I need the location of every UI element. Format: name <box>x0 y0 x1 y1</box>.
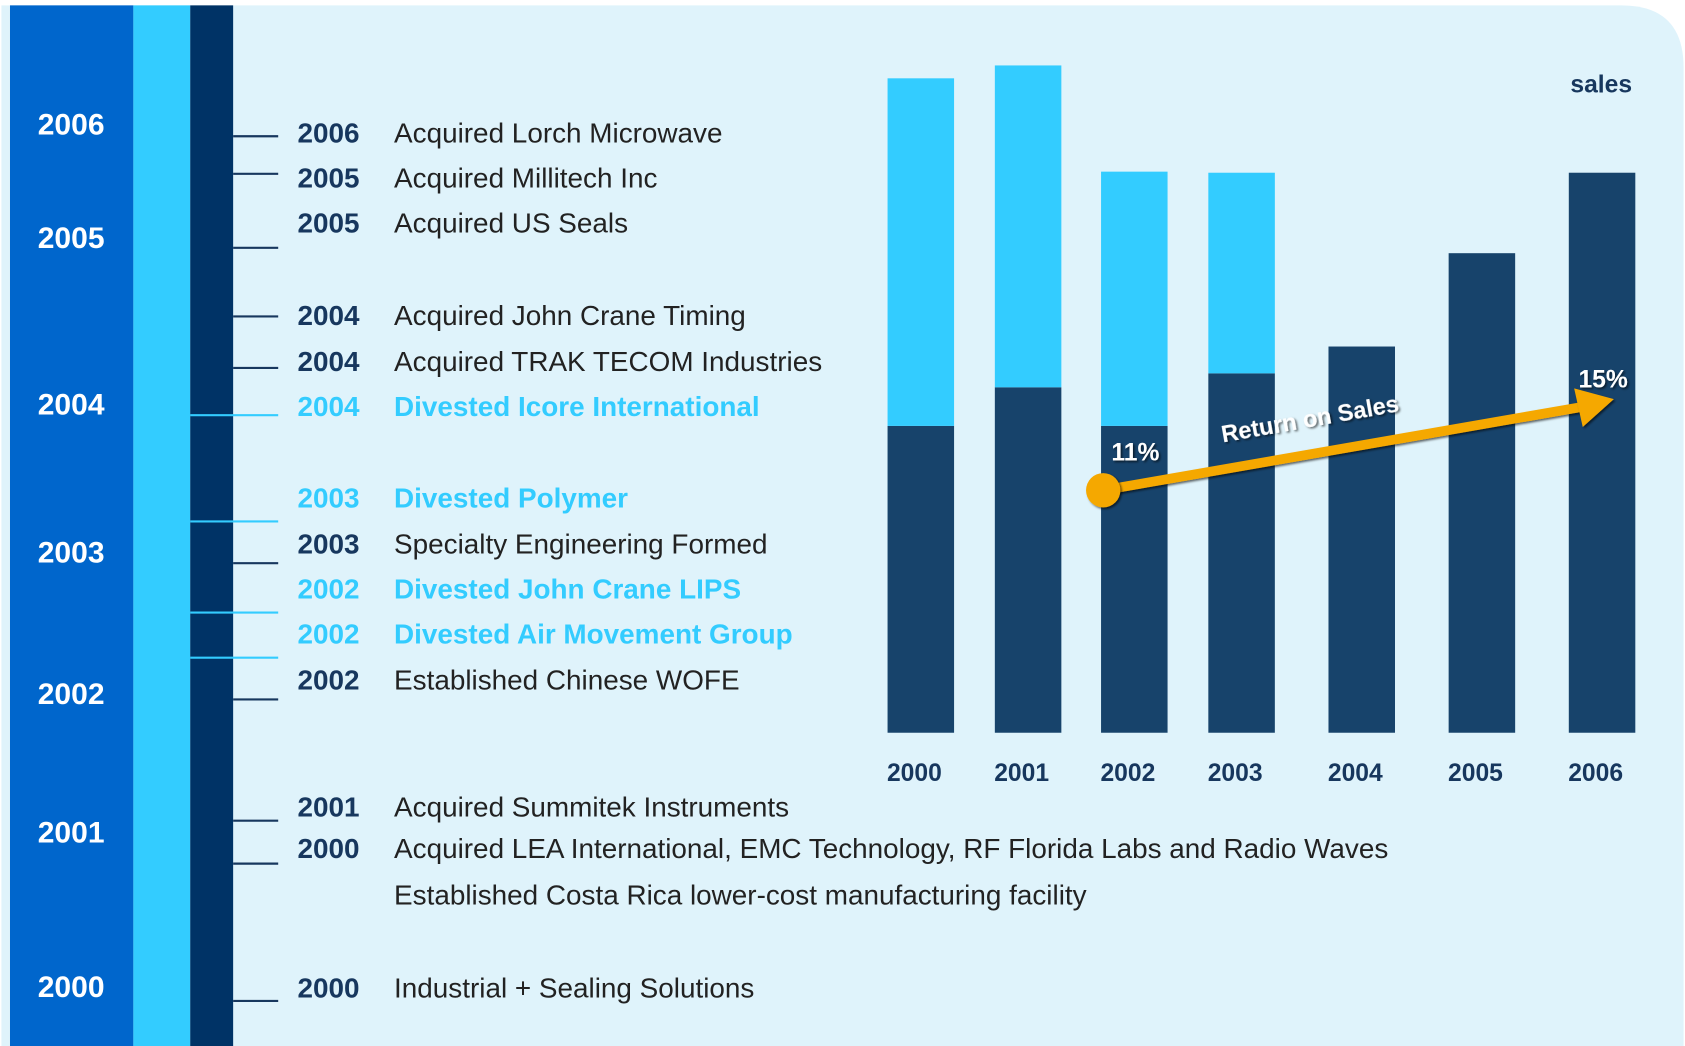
sales-label: sales <box>1570 71 1632 98</box>
event-year: 2005 <box>298 208 360 239</box>
year-column <box>9 5 134 1046</box>
x-tick-label: 2000 <box>887 760 942 787</box>
event-year: 2002 <box>298 665 360 696</box>
event-year: 2001 <box>298 791 360 822</box>
bar-segment <box>994 387 1062 733</box>
event-year: 2004 <box>298 346 361 377</box>
x-tick-label: 2001 <box>994 760 1049 787</box>
timeline-year: 2004 <box>38 389 105 422</box>
x-tick-label: 2005 <box>1448 760 1503 787</box>
event-text: Industrial + Sealing Solutions <box>394 973 754 1004</box>
bar-segment <box>1208 373 1275 733</box>
bar-segment <box>1328 346 1396 733</box>
event-text: Divested Air Movement Group <box>394 619 793 650</box>
event-text: Divested Polymer <box>394 482 628 513</box>
event-text: Acquired TRAK TECOM Industries <box>394 346 822 377</box>
trend-arrow <box>1102 401 1585 496</box>
timeline-year: 2006 <box>38 109 105 142</box>
timeline-year: 2000 <box>38 971 105 1004</box>
end-label: 15% <box>1578 366 1627 393</box>
event-year: 2004 <box>298 300 361 331</box>
event-text: Acquired US Seals <box>394 208 628 239</box>
event-year: 2002 <box>298 619 360 650</box>
navy-stripe <box>190 5 234 1046</box>
event-text: Divested Icore International <box>394 391 760 422</box>
bar-segment <box>887 425 955 733</box>
start-label: 11% <box>1111 439 1159 466</box>
event-text: Acquired Summitek Instruments <box>394 791 789 822</box>
x-tick-label: 2003 <box>1208 760 1263 787</box>
x-tick-label: 2006 <box>1568 760 1623 787</box>
bar-segment <box>1101 425 1168 733</box>
event-year: 2003 <box>298 482 360 513</box>
event-text: Acquired Millitech Inc <box>394 163 657 194</box>
event-year: 2002 <box>298 573 360 604</box>
x-tick-label: 2002 <box>1100 760 1155 787</box>
event-text: Established Chinese WOFE <box>394 665 739 696</box>
event-text: Established Costa Rica lower-cost manufa… <box>394 879 1087 910</box>
timeline-year: 2003 <box>38 537 105 570</box>
event-text: Acquired John Crane Timing <box>394 300 746 331</box>
bar-segment <box>1208 172 1275 374</box>
event-year: 2005 <box>298 163 360 194</box>
event-text: Specialty Engineering Formed <box>394 528 767 559</box>
x-tick-label: 2004 <box>1328 760 1383 787</box>
event-year: 2006 <box>298 118 360 149</box>
bar-segment <box>887 78 955 426</box>
bar-segment <box>994 65 1062 388</box>
bar-segment <box>1101 171 1168 426</box>
event-text: Acquired LEA International, EMC Technolo… <box>394 833 1388 864</box>
timeline-year: 2002 <box>38 678 105 711</box>
cyan-stripe <box>133 5 191 1046</box>
arrow-start <box>1086 473 1121 508</box>
arrow-head <box>1574 388 1614 427</box>
bar-segment <box>1448 253 1516 733</box>
event-year: 2003 <box>298 528 360 559</box>
event-year: 2004 <box>298 391 361 422</box>
timeline: 2006 2005 2004 2003 2002 2001 2000 2006 Acquired… <box>38 109 1389 1005</box>
event-text: Divested John Crane LIPS <box>394 573 741 604</box>
bar-segment <box>1568 172 1636 733</box>
timeline-year: 2001 <box>38 817 105 850</box>
event-text: Acquired Lorch Microwave <box>394 118 722 149</box>
chart: 2000 2001 2002 2003 2004 2005 2006salesReturn … <box>887 65 1636 787</box>
event-year: 2000 <box>298 833 360 864</box>
timeline-year: 2005 <box>38 222 105 255</box>
event-year: 2000 <box>298 973 360 1004</box>
